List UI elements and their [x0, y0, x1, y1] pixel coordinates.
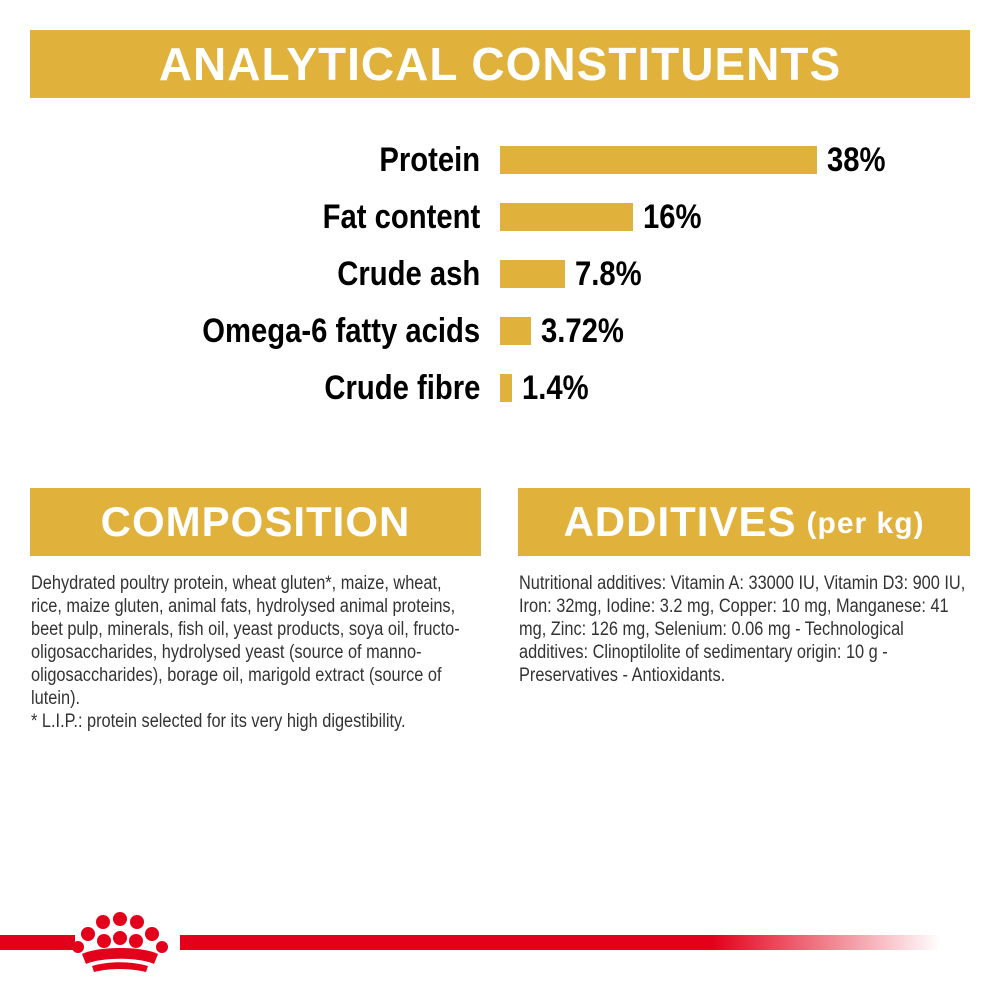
- composition-text-block: Dehydrated poultry protein, wheat gluten…: [31, 572, 461, 733]
- composition-heading: COMPOSITION: [30, 488, 481, 556]
- additives-unit: (per kg): [806, 507, 925, 540]
- bar-value-label: 1.4%: [521, 369, 589, 407]
- bar-value-label: 38%: [827, 141, 886, 179]
- additives-title: ADDITIVES: [563, 498, 797, 545]
- bar-label: Fat content: [322, 198, 480, 236]
- royal-crown-icon: [72, 912, 168, 972]
- bar-label: Crude ash: [337, 255, 480, 293]
- bar: [500, 260, 566, 288]
- additives-heading: ADDITIVES (per kg): [518, 488, 970, 556]
- bar-value-label: 3.72%: [541, 312, 624, 350]
- footer-stripe-left: [0, 935, 75, 950]
- bar-label: Crude fibre: [324, 369, 480, 407]
- bar: [500, 203, 634, 231]
- bar-value-label: 16%: [643, 198, 703, 236]
- bar: [500, 317, 532, 345]
- bar: [500, 374, 512, 402]
- composition-ingredients: Dehydrated poultry protein, wheat gluten…: [31, 573, 460, 709]
- composition-title: COMPOSITION: [100, 498, 411, 545]
- bar-label: Protein: [379, 141, 480, 179]
- footer-stripe-right: [180, 935, 940, 950]
- bar-value-label: 7.8%: [575, 255, 642, 293]
- additives-text-block: Nutritional additives: Vitamin A: 33000 …: [519, 572, 966, 687]
- bar-label: Omega-6 fatty acids: [202, 312, 480, 350]
- bar: [500, 146, 817, 174]
- composition-footnote: * L.I.P.: protein selected for its very …: [31, 711, 406, 732]
- analytical-constituents-heading: ANALYTICAL CONSTITUENTS: [30, 30, 970, 98]
- analytical-bar-chart: Protein 38% Fat content 16% Crude ash 7.8% Ome…: [0, 0, 1000, 460]
- analytical-title: ANALYTICAL CONSTITUENTS: [158, 38, 842, 90]
- additives-description: Nutritional additives: Vitamin A: 33000 …: [519, 573, 966, 686]
